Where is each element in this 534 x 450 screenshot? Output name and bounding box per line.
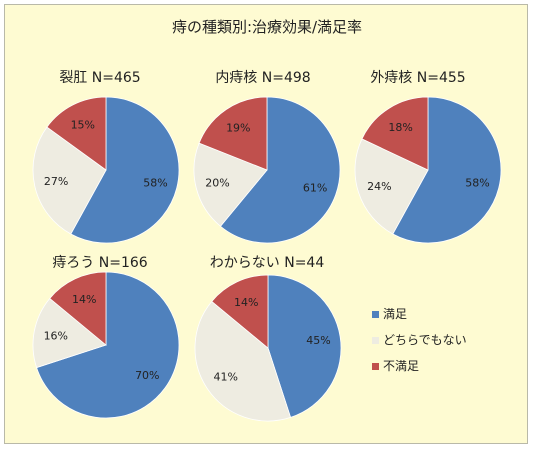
pie-title: 痔ろう N=166 <box>52 254 147 271</box>
pie-group: 裂肛 N=465 58% 27% 15% 内痔核 N=498 61% 20% 19% 外痔核 N… <box>32 69 502 422</box>
slice-label: 16% <box>44 329 68 342</box>
pie-slice-dochiramo <box>32 297 107 369</box>
pie-slice-fuman <box>46 96 107 171</box>
pie-slice-dochiramo <box>32 126 107 235</box>
slice-label: 18% <box>388 121 412 134</box>
slice-label: 19% <box>226 122 250 135</box>
slice-label: 14% <box>234 296 258 309</box>
slice-label: 20% <box>205 177 229 190</box>
pie-slice-manzoku <box>70 96 180 244</box>
slice-label: 61% <box>303 181 327 194</box>
pie-2: 内痔核 N=498 61% 20% 19% <box>193 69 341 244</box>
pie-3: 外痔核 N=455 58% 24% 18% <box>354 69 502 244</box>
pie-slice-manzoku <box>392 96 502 244</box>
pie-title: 内痔核 N=498 <box>215 69 310 86</box>
legend-label-dochiramo: どちらでもない <box>383 333 467 347</box>
pie-4: 痔ろう N=166 70% 16% 14% <box>32 254 180 419</box>
pie-slice-fuman <box>211 274 269 349</box>
chart-title: 痔の種類別:治療効果/満足率 <box>172 18 362 36</box>
pie-title: わからない N=44 <box>210 255 325 271</box>
slice-label: 15% <box>71 119 95 132</box>
pie-slice-fuman <box>49 271 107 346</box>
slice-label: 27% <box>44 175 68 188</box>
slice-label: 14% <box>72 293 96 306</box>
slice-label: 58% <box>143 177 167 190</box>
pie-slice-dochiramo <box>354 138 429 235</box>
slice-label: 45% <box>306 334 330 347</box>
legend-swatch-fuman <box>372 363 379 370</box>
slice-label: 58% <box>465 177 489 190</box>
pie-title: 裂肛 N=465 <box>59 70 140 86</box>
pie-slice-manzoku <box>267 274 342 418</box>
pie-slice-dochiramo <box>194 300 292 422</box>
pie-slice-fuman <box>198 96 268 171</box>
legend-swatch-dochiramo <box>372 337 379 344</box>
slice-label: 41% <box>213 371 237 384</box>
pie-title: 外痔核 N=455 <box>370 69 465 86</box>
pie-5: わからない N=44 45% 41% 14% <box>194 255 342 422</box>
slice-label: 24% <box>367 180 391 193</box>
pie-1: 裂肛 N=465 58% 27% 15% <box>32 70 180 244</box>
pie-slice-manzoku <box>36 271 180 419</box>
legend-label-manzoku: 満足 <box>383 307 407 321</box>
legend-swatch-manzoku <box>372 311 379 318</box>
pie-slice-manzoku <box>219 96 341 244</box>
pie-slice-dochiramo <box>193 142 268 227</box>
pie-slice-fuman <box>361 96 429 171</box>
legend-label-fuman: 不満足 <box>383 359 419 373</box>
slice-label: 70% <box>135 369 159 382</box>
